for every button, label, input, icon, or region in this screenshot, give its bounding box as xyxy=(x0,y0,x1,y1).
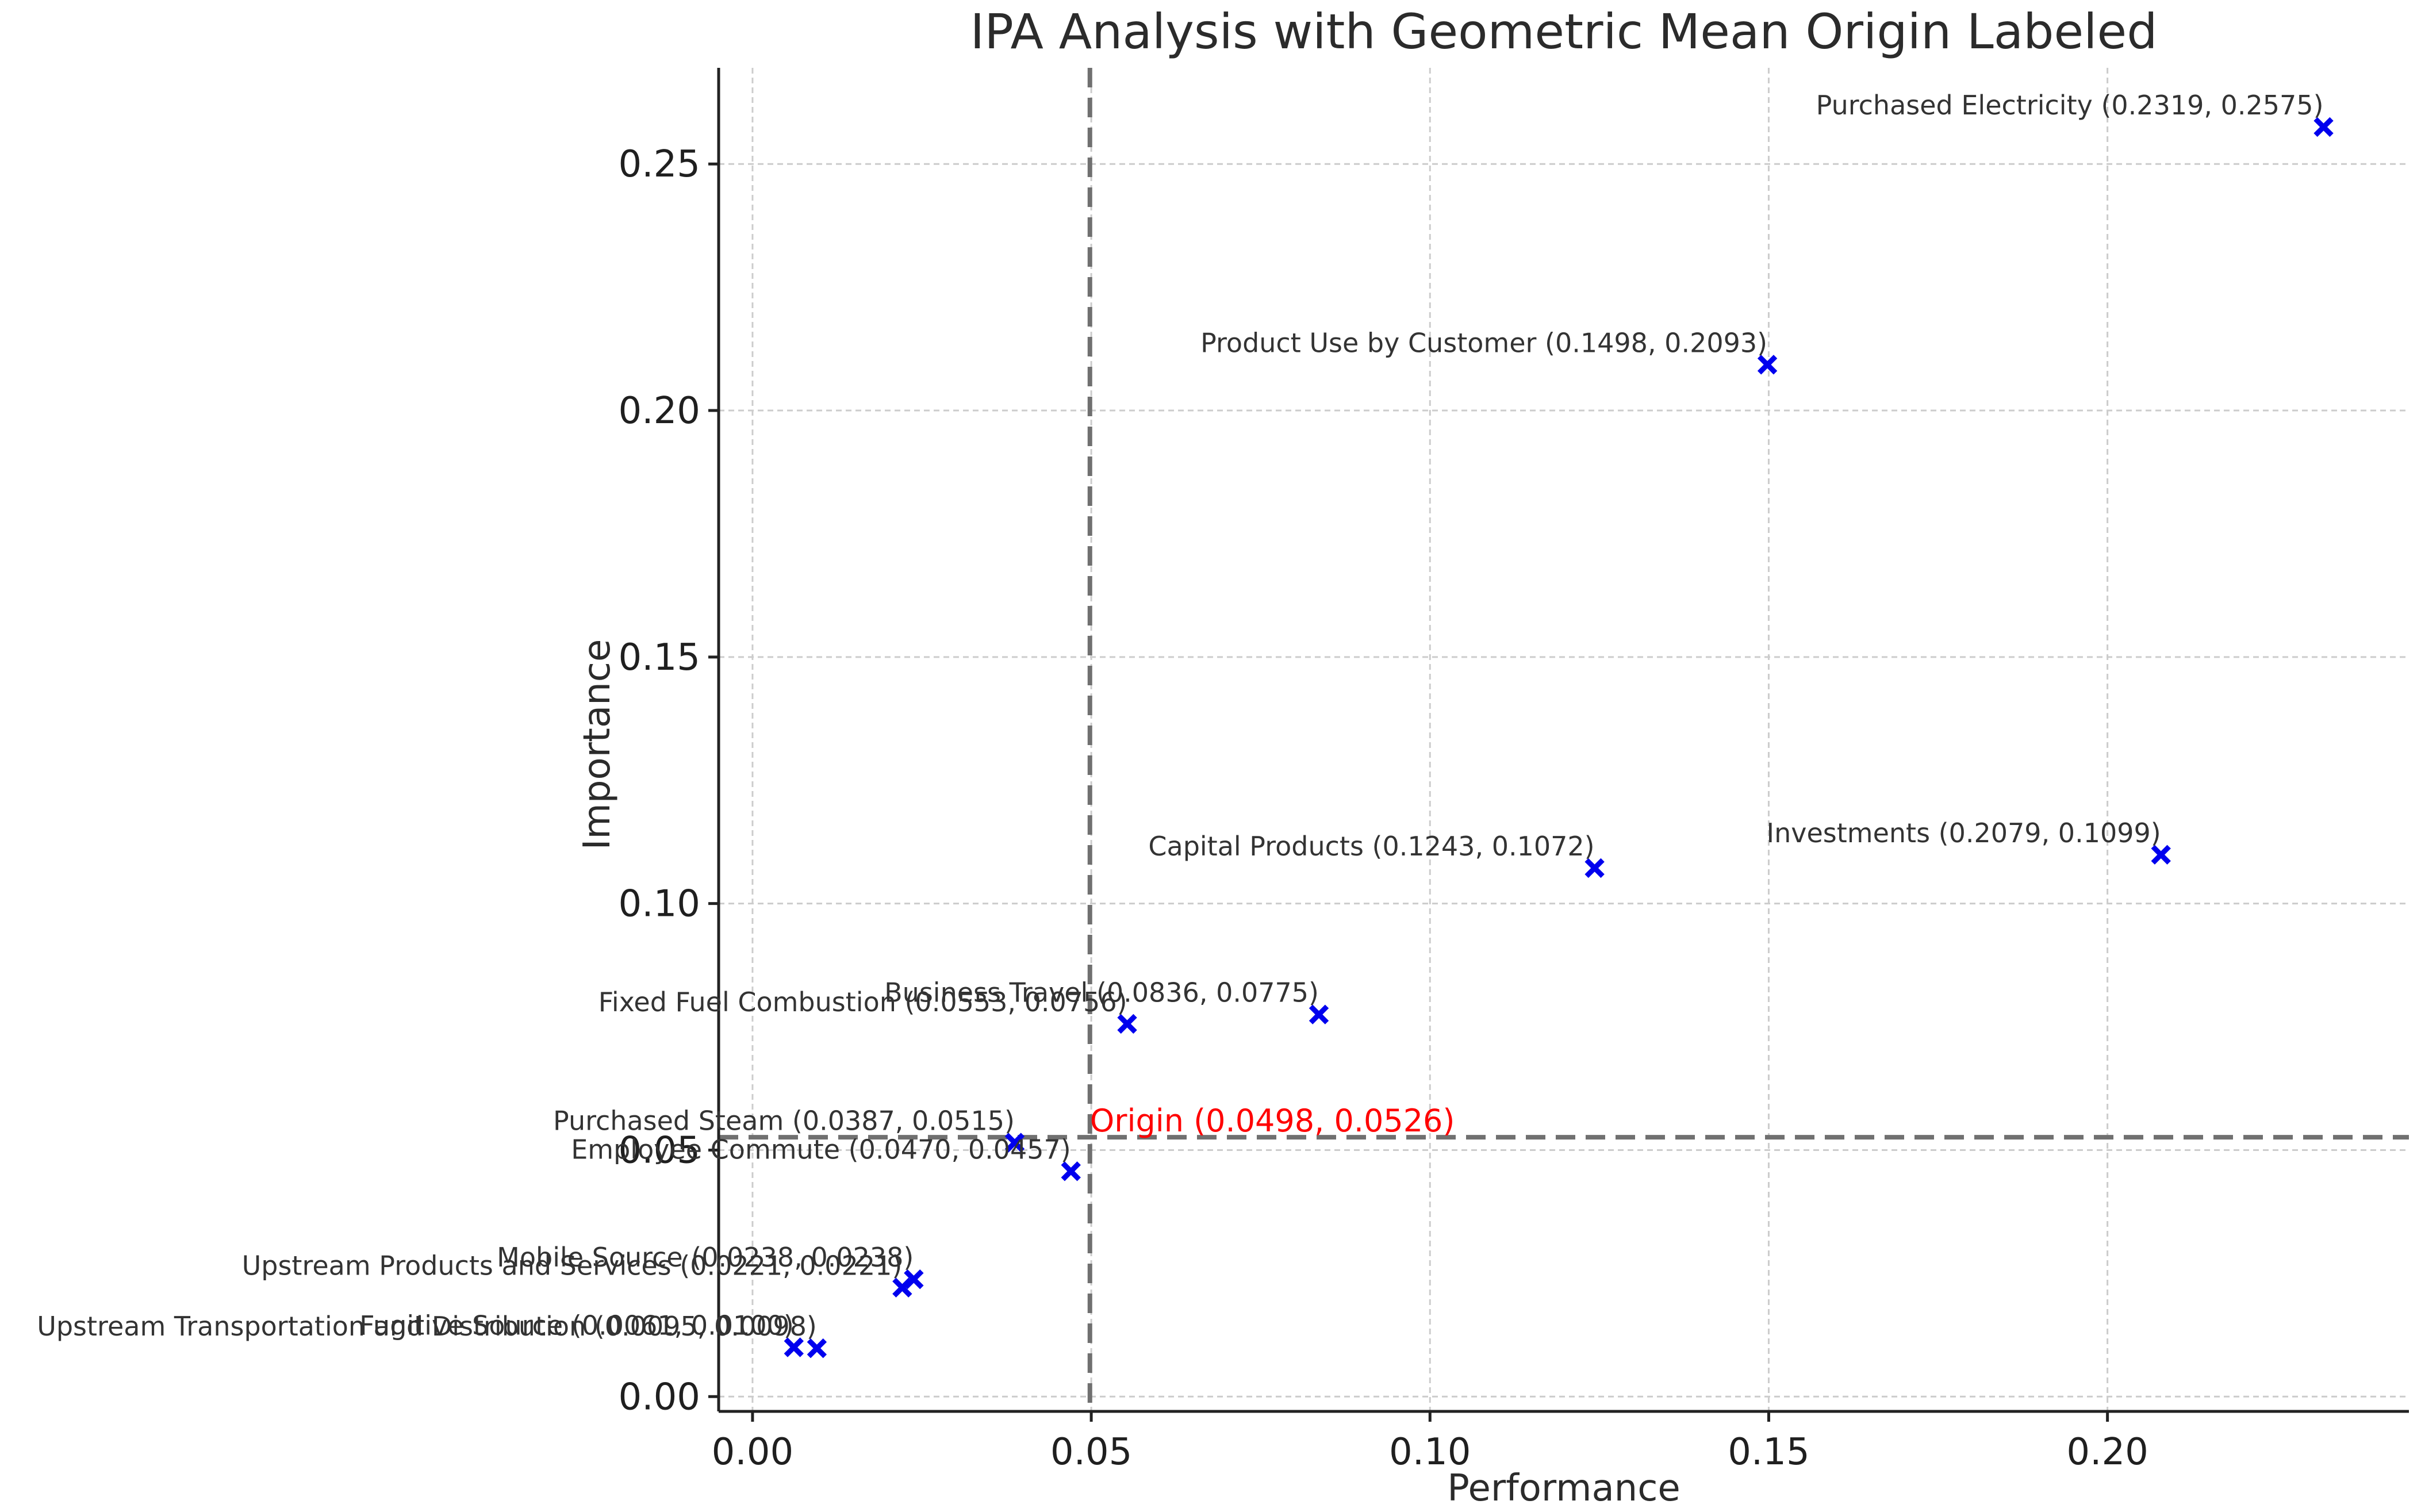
data-point-labels: Origin (0.0498, 0.0526) Purchased Electri… xyxy=(37,90,2323,1342)
grid-lines xyxy=(719,68,2409,1411)
label-investments: Investments (0.2079, 0.1099) xyxy=(1767,818,2161,849)
point-employee-commute xyxy=(1061,1161,1081,1181)
x-tick-label: 0.20 xyxy=(2066,1431,2148,1473)
label-employee-commute: Employee Commute (0.0470, 0.0457) xyxy=(571,1134,1071,1165)
label-business-travel: Business Travel (0.0836, 0.0775) xyxy=(884,977,1319,1008)
label-purchased-electricity: Purchased Electricity (0.2319, 0.2575) xyxy=(1816,90,2324,121)
point-product-use-by-customer xyxy=(1757,355,1778,375)
point-investments xyxy=(2151,845,2171,865)
label-product-use-by-customer: Product Use by Customer (0.1498, 0.2093) xyxy=(1200,327,1767,358)
label-upstream-transportation-and-distribution: Upstream Transportation and Distribution… xyxy=(37,1311,817,1342)
x-tick-label: 0.00 xyxy=(712,1431,794,1473)
point-business-travel xyxy=(1309,1004,1329,1024)
y-axis-label: Importance xyxy=(576,639,619,850)
x-axis-label: Performance xyxy=(1447,1467,1680,1510)
label-capital-products: Capital Products (0.1243, 0.1072) xyxy=(1148,831,1594,862)
label-mobile-source: Mobile Source (0.0238, 0.0238) xyxy=(497,1242,914,1273)
axes xyxy=(717,68,2409,1413)
point-purchased-steam xyxy=(1004,1133,1025,1153)
origin-reference-lines xyxy=(719,68,2409,1411)
point-upstream-transportation-and-distribution xyxy=(807,1338,827,1359)
label-fixed-fuel-combustion: Fixed Fuel Combustion (0.0553, 0.0756) xyxy=(598,987,1127,1018)
origin-label: Origin (0.0498, 0.0526) xyxy=(1090,1103,1455,1139)
label-upstream-products-and-services: Upstream Products and Services (0.0221, … xyxy=(242,1250,903,1281)
point-capital-products xyxy=(1584,858,1605,878)
label-fugitive-source: Fugitive Source (0.0061, 0.0100) xyxy=(359,1310,794,1341)
chart-title: IPA Analysis with Geometric Mean Origin … xyxy=(970,3,2157,60)
point-purchased-electricity xyxy=(2313,117,2334,137)
x-tick-label: 0.05 xyxy=(1050,1431,1133,1473)
point-mobile-source xyxy=(904,1269,924,1290)
y-tick-label: 0.05 xyxy=(619,1129,701,1172)
y-tick-label: 0.25 xyxy=(619,143,701,186)
y-tick-label: 0.20 xyxy=(619,390,701,432)
x-tick-label: 0.10 xyxy=(1389,1431,1471,1473)
data-points xyxy=(784,117,2334,1359)
x-tick-label: 0.15 xyxy=(1728,1431,1810,1473)
y-tick-label: 0.10 xyxy=(619,883,701,926)
point-fixed-fuel-combustion xyxy=(1117,1014,1137,1034)
point-fugitive-source xyxy=(784,1337,804,1357)
label-purchased-steam: Purchased Steam (0.0387, 0.0515) xyxy=(553,1106,1015,1137)
axis-ticks: 0.00 0.05 0.10 0.15 0.20 0.00 0.05 0.10 0.15 0.20… xyxy=(619,143,2148,1473)
y-tick-label: 0.15 xyxy=(619,636,701,679)
y-tick-label: 0.00 xyxy=(619,1376,701,1418)
